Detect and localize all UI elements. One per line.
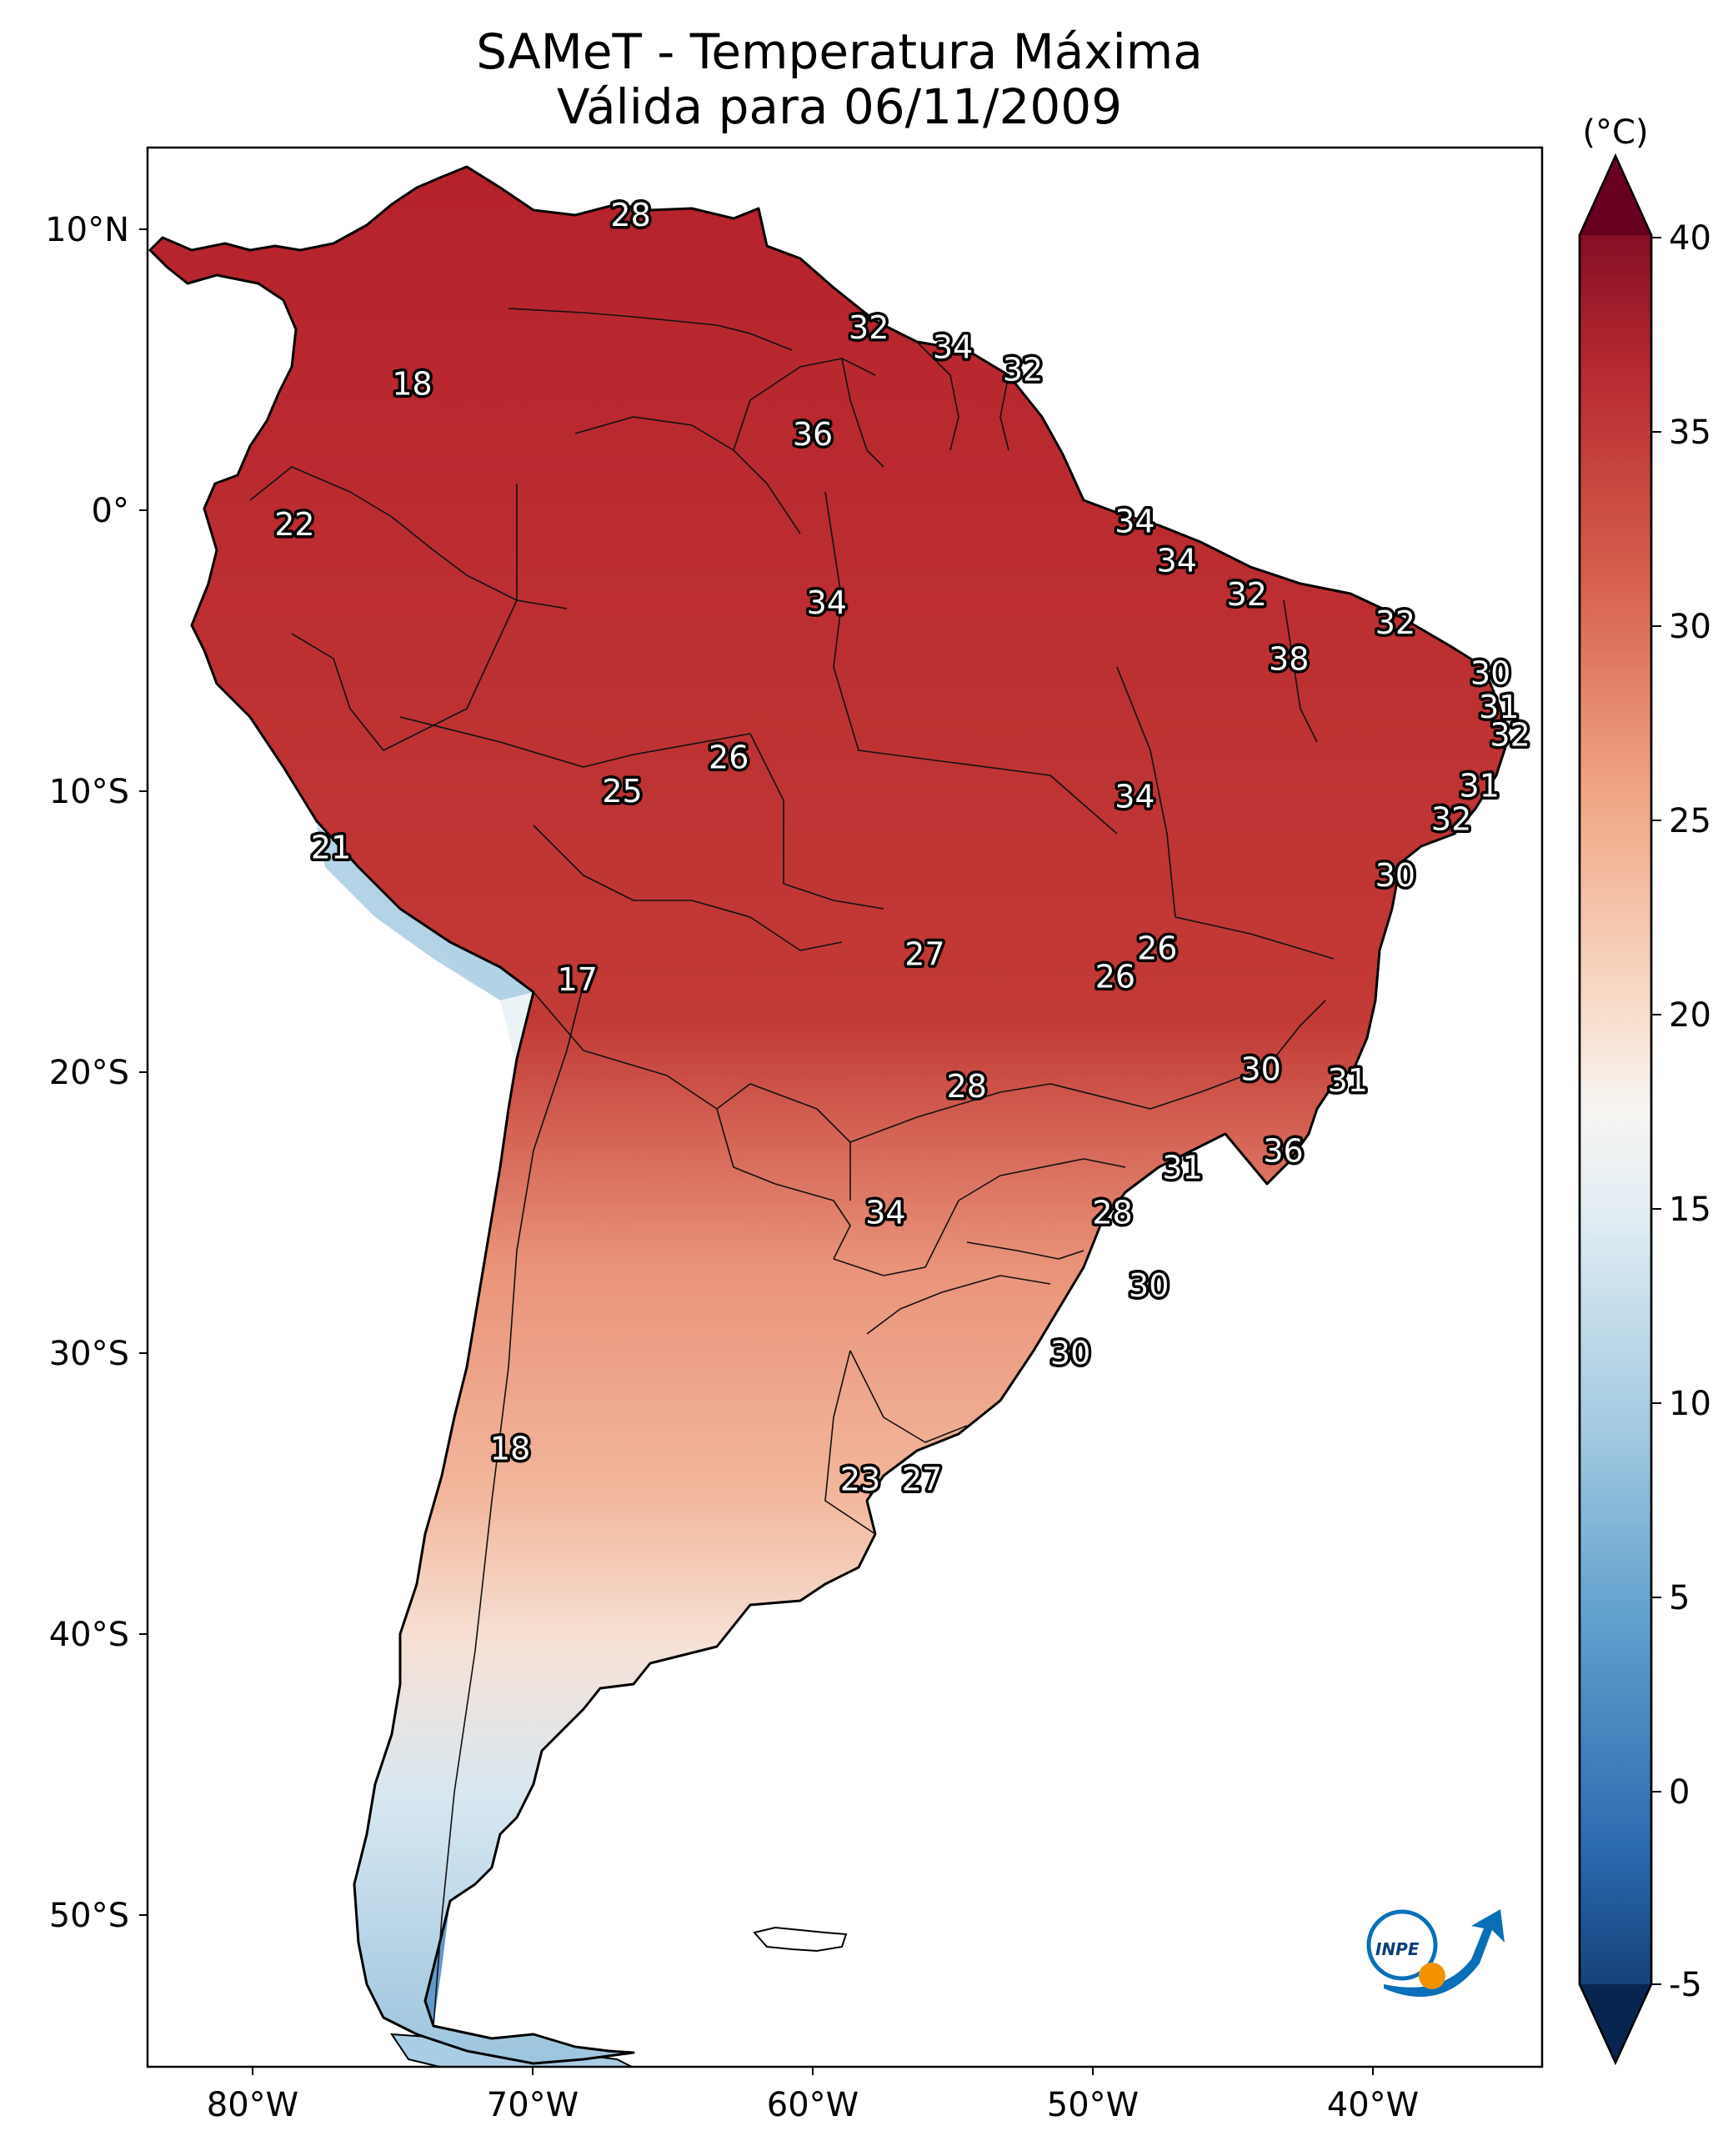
colorbar-ticks: 40 35 30 25 20 15 10 5 0 -5: [1651, 219, 1711, 2004]
contour-label: 18: [490, 1431, 530, 1467]
lat-tick-label: 30°S: [49, 1335, 129, 1373]
lat-tick-label: 10°S: [49, 773, 129, 811]
contour-label: 26: [709, 740, 749, 776]
contour-label: 38: [1269, 641, 1309, 678]
contour-label: 32: [849, 309, 889, 346]
contour-label: 31: [1479, 689, 1519, 725]
contour-label: 34: [865, 1195, 905, 1231]
contour-label: 34: [807, 584, 847, 621]
colorbar-bottom-extend: [1580, 1984, 1651, 2063]
logo-sun-icon: [1419, 1963, 1445, 1989]
lon-tick-label: 40°W: [1327, 2086, 1419, 2124]
contour-label: 34: [1114, 779, 1155, 815]
colorbar-tick-label: 25: [1669, 802, 1711, 840]
colorbar-tick-label: 20: [1669, 996, 1711, 1035]
colorbar-tick-label: -5: [1669, 1966, 1702, 2004]
map-title-line2: Válida para 06/11/2009: [557, 78, 1122, 135]
lon-tick-label: 70°W: [487, 2086, 579, 2124]
land-temperature-field: [148, 165, 1509, 2067]
inpe-logo: INPE: [1366, 1909, 1505, 1997]
colorbar-tick-label: 0: [1669, 1773, 1690, 1812]
logo-ring: [1366, 1909, 1438, 1981]
colorbar-tick-label: 30: [1669, 608, 1711, 646]
colorbar-tick-label: 10: [1669, 1385, 1711, 1423]
colorbar-tick-label: 40: [1669, 219, 1711, 258]
colorbar-tick-label: 5: [1669, 1579, 1690, 1617]
contour-label: 32: [1227, 576, 1267, 613]
contour-label: 27: [902, 1462, 942, 1498]
lon-tick-label: 60°W: [767, 2086, 859, 2124]
contour-label: 30: [1050, 1335, 1090, 1371]
contour-label: 32: [1375, 604, 1415, 641]
contour-label: 30: [1129, 1267, 1169, 1304]
lat-tick-label: 10°N: [45, 211, 129, 249]
contour-label: 30: [1375, 857, 1415, 894]
contour-label: 36: [793, 416, 833, 453]
contour-label: 34: [1157, 543, 1197, 579]
map-title-line1: SAMeT - Temperatura Máxima: [476, 23, 1203, 80]
contour-label: 32: [1003, 352, 1043, 389]
lat-tick-label: 20°S: [49, 1054, 129, 1092]
contour-label: 27: [904, 936, 944, 973]
contour-label: 34: [1114, 504, 1155, 540]
lat-tick-label: 40°S: [49, 1616, 129, 1654]
lat-tick-label: 0°: [92, 492, 129, 530]
contour-label: 36: [1263, 1132, 1303, 1169]
contour-label: 26: [1095, 958, 1135, 995]
contour-label: 34: [933, 329, 973, 366]
longitude-axis: 80°W 70°W 60°W 50°W 40°W: [207, 2067, 1419, 2124]
contour-label: 25: [602, 773, 642, 810]
contour-label: 32: [1431, 801, 1471, 838]
contour-label: 18: [392, 365, 432, 402]
lon-tick-label: 50°W: [1047, 2086, 1139, 2124]
contour-label: 28: [610, 197, 650, 233]
contour-label: 28: [947, 1068, 987, 1105]
falkland-islands: [753, 1926, 848, 1953]
colorbar-unit-label: (°C): [1582, 113, 1648, 152]
country-borders: [249, 308, 1335, 2027]
contour-label: 31: [1328, 1062, 1368, 1099]
contour-label: 30: [1470, 655, 1510, 692]
contour-label: 23: [840, 1462, 880, 1498]
colorbar-tick-label: 15: [1669, 1191, 1711, 1229]
map-frame: [146, 146, 1544, 2068]
contour-label: 22: [274, 506, 314, 543]
logo-arrow-icon: [1384, 1909, 1505, 1997]
contour-label: 26: [1137, 930, 1177, 967]
lat-tick-label: 50°S: [49, 1897, 129, 1935]
contour-label: 31: [1460, 767, 1500, 804]
colorbar: (°C) 40 35 30 25 20 15 10 5 0 -5: [1578, 113, 1711, 2066]
logo-text: INPE: [1375, 1939, 1420, 1959]
contour-label: 17: [558, 961, 598, 998]
contour-label: 31: [1162, 1150, 1202, 1186]
colorbar-body: [1578, 153, 1653, 2066]
lon-tick-label: 80°W: [207, 2086, 298, 2124]
contour-label: 30: [1240, 1051, 1280, 1088]
latitude-axis: 10°N 0° 10°S 20°S 30°S 40°S 50°S: [45, 211, 148, 1935]
contour-label: 28: [1092, 1195, 1132, 1231]
colorbar-top-extend: [1580, 156, 1651, 235]
colorbar-tick-label: 35: [1669, 414, 1711, 452]
contour-label: 21: [311, 829, 351, 865]
contour-label: 32: [1490, 717, 1530, 754]
